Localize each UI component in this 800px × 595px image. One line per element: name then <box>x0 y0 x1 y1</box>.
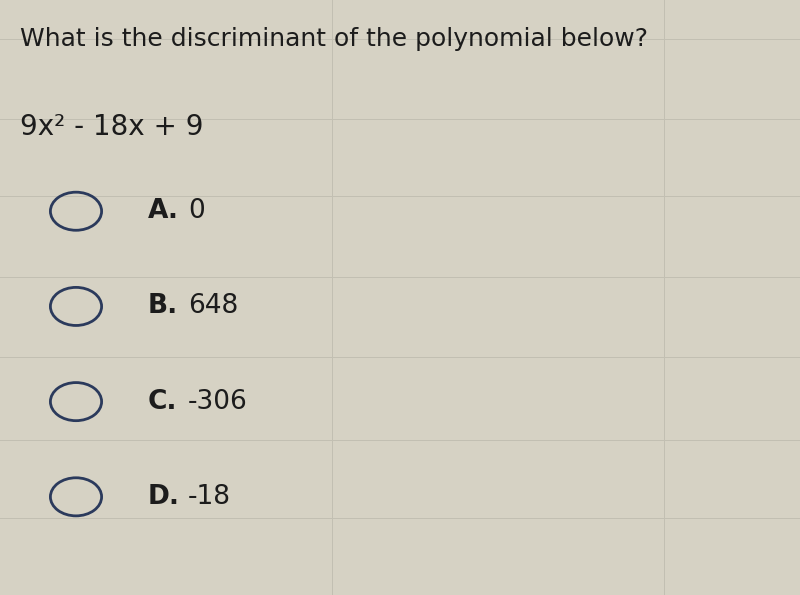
Text: -306: -306 <box>188 389 248 415</box>
Text: C.: C. <box>148 389 178 415</box>
Text: -18: -18 <box>188 484 231 510</box>
Text: B.: B. <box>148 293 178 320</box>
Text: A.: A. <box>148 198 179 224</box>
Text: D.: D. <box>148 484 180 510</box>
Text: 0: 0 <box>188 198 205 224</box>
Text: What is the discriminant of the polynomial below?: What is the discriminant of the polynomi… <box>20 27 648 51</box>
Text: 9x² - 18x + 9: 9x² - 18x + 9 <box>20 113 203 141</box>
Text: 648: 648 <box>188 293 238 320</box>
